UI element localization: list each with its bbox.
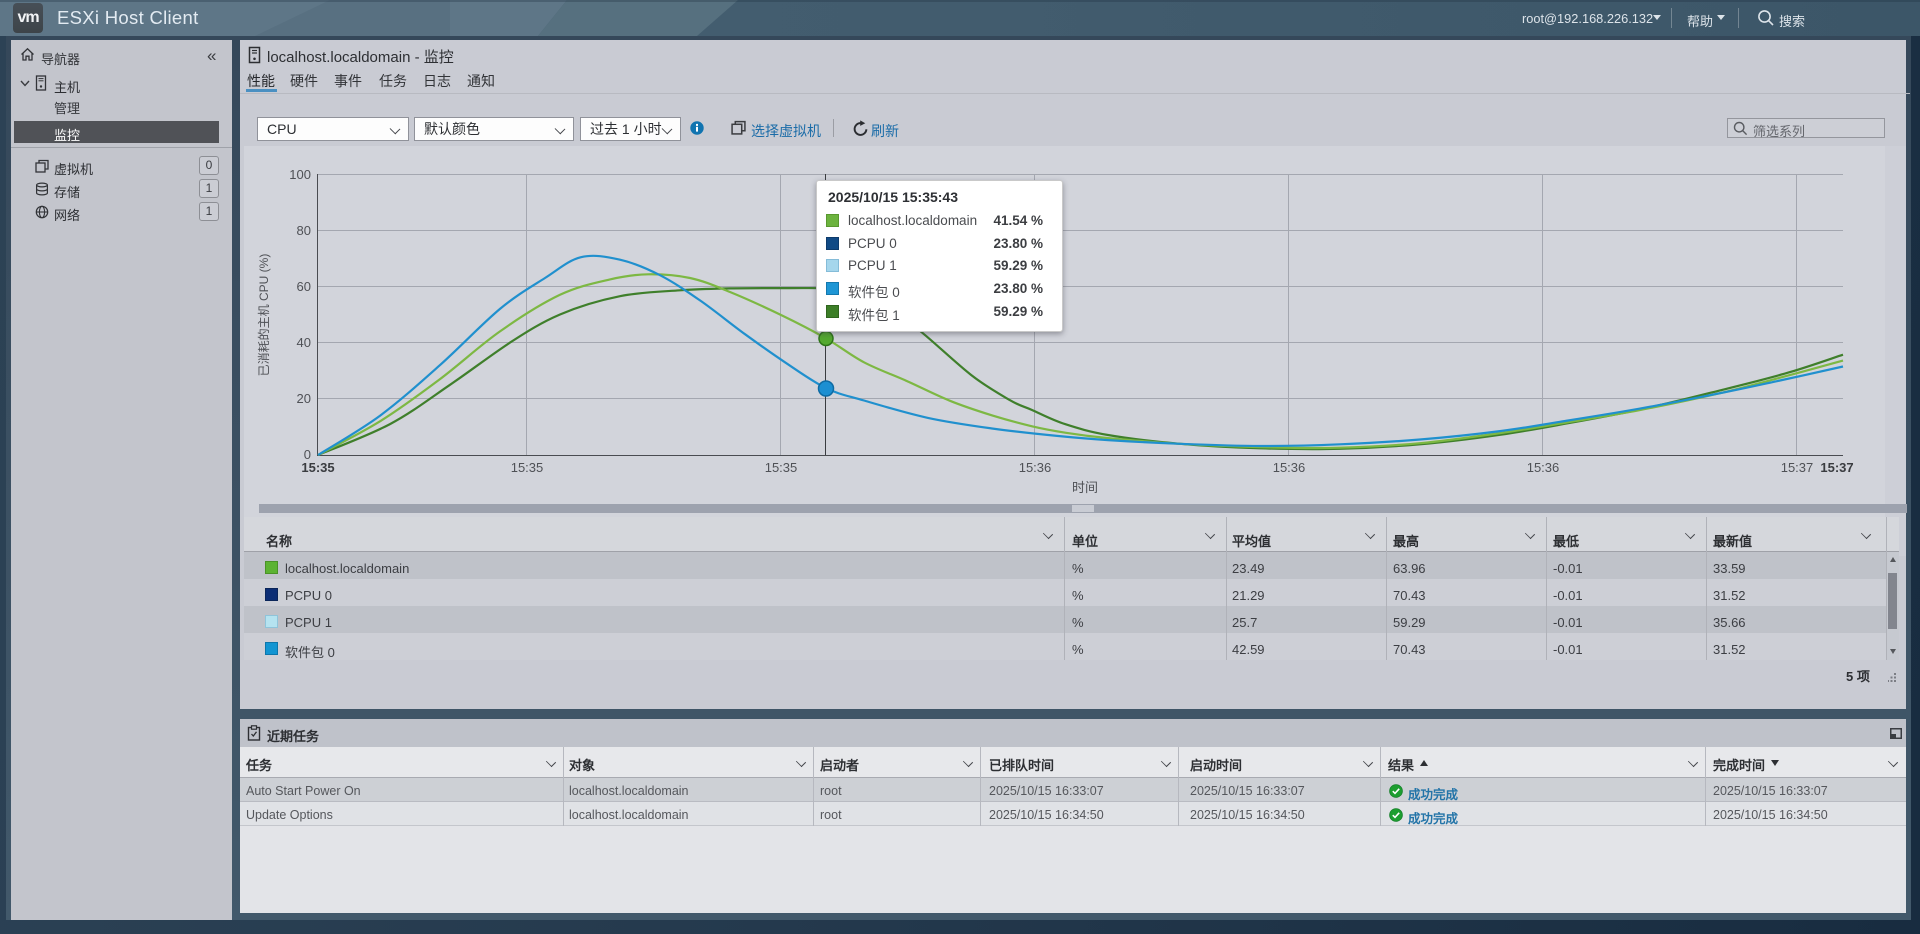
svg-text:15:35: 15:35: [301, 460, 334, 475]
svg-text:时间: 时间: [1072, 480, 1098, 495]
svg-text:80: 80: [297, 223, 311, 238]
svg-text:15:36: 15:36: [1527, 460, 1560, 475]
svg-text:15:35: 15:35: [511, 460, 544, 475]
svg-text:20: 20: [297, 391, 311, 406]
svg-text:40: 40: [297, 335, 311, 350]
svg-text:15:36: 15:36: [1019, 460, 1052, 475]
svg-text:100: 100: [289, 167, 311, 182]
svg-text:0: 0: [304, 447, 311, 462]
svg-text:60: 60: [297, 279, 311, 294]
svg-text:已消耗的主机 CPU (%): 已消耗的主机 CPU (%): [256, 254, 271, 377]
svg-text:15:35: 15:35: [765, 460, 798, 475]
svg-text:15:36: 15:36: [1273, 460, 1306, 475]
svg-text:15:37: 15:37: [1781, 460, 1814, 475]
svg-text:15:37: 15:37: [1820, 460, 1853, 475]
